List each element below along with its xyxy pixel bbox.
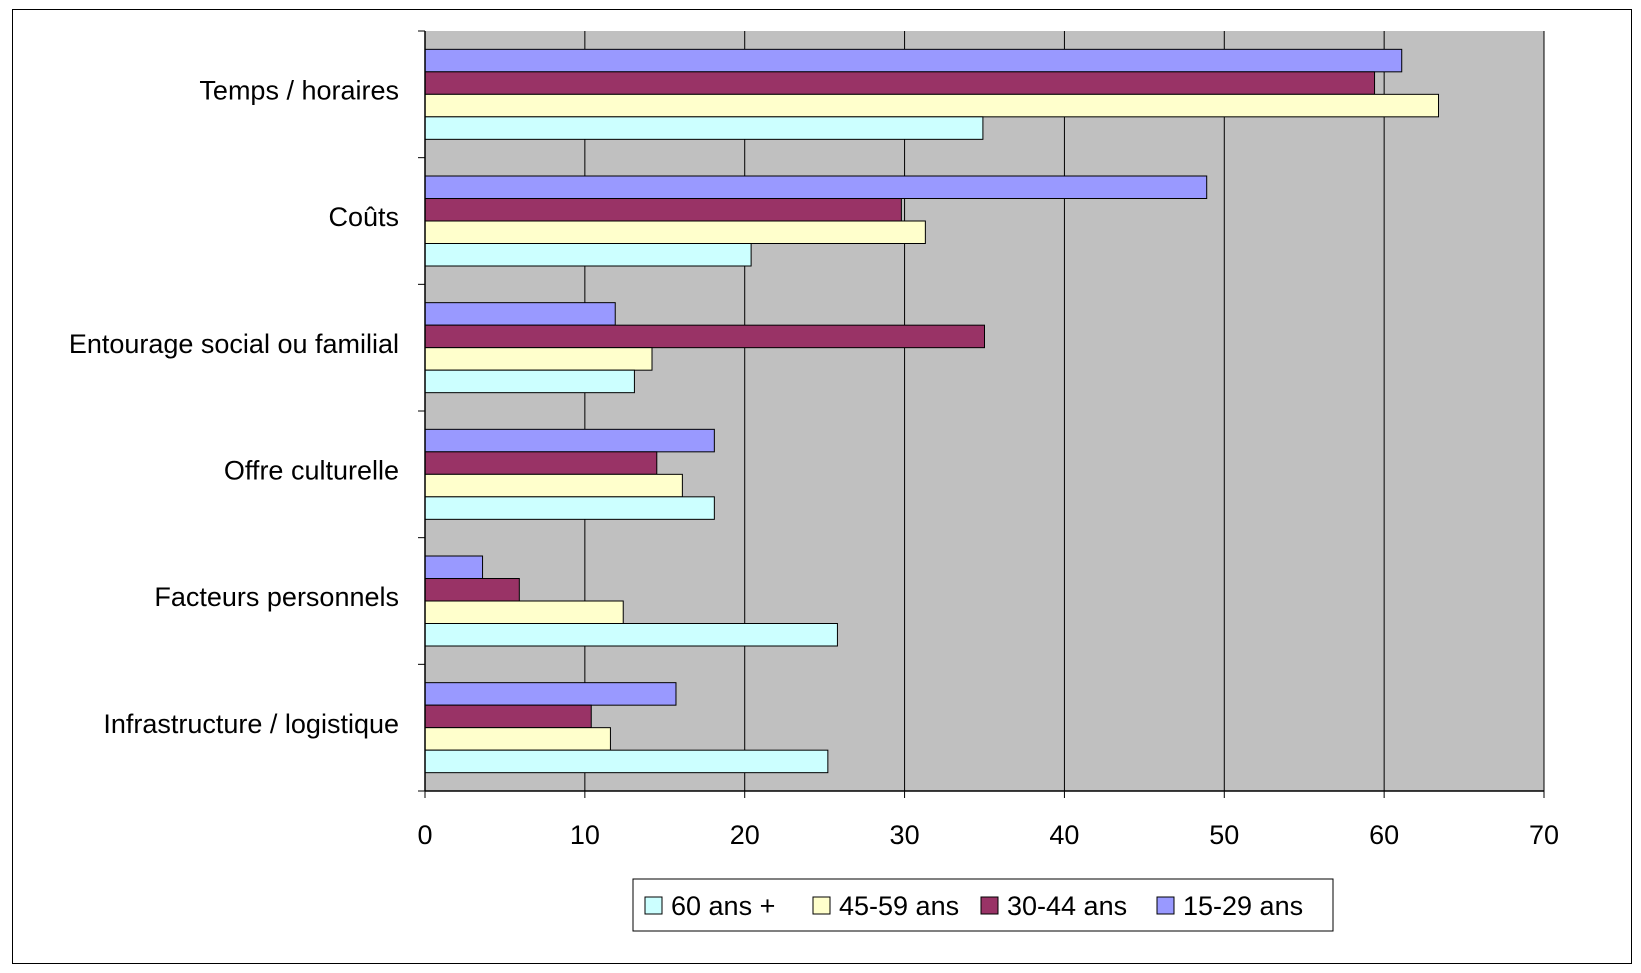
bar-chart: Temps / horaires Coûts Entourage social ou… <box>69 30 1559 932</box>
legend-label-60-ans: 60 ans + <box>671 891 775 921</box>
bar-infrastructure-logistique-15-29-ans <box>424 682 677 706</box>
category-labels: Temps / horaires Coûts Entourage social ou… <box>69 75 399 738</box>
legend-swatch-30-44-ans <box>980 896 999 915</box>
bar-entourage-social-ou-familial-60-ans <box>424 369 635 394</box>
bar-entourage-social-ou-familial-15-29-ans <box>424 302 616 326</box>
bar-temps-horaires-45-59-ans <box>424 93 1439 118</box>
category-label-entourage-social-ou-familial: Entourage social ou familial <box>69 329 399 359</box>
category-label-facteurs-personnels: Facteurs personnels <box>154 582 399 612</box>
legend-swatch-45-59-ans <box>812 896 831 915</box>
bar-offre-culturelle-45-59-ans <box>424 473 683 498</box>
x-tick-label-50: 50 <box>1209 820 1239 850</box>
bar-co-ts-60-ans <box>424 243 752 267</box>
bar-temps-horaires-30-44-ans <box>424 71 1376 95</box>
legend-label-30-44-ans: 30-44 ans <box>1007 891 1127 921</box>
bar-co-ts-45-59-ans <box>424 220 926 244</box>
bar-co-ts-30-44-ans <box>424 198 902 222</box>
bar-offre-culturelle-60-ans <box>424 496 715 520</box>
category-label-temps-horaires: Temps / horaires <box>199 75 399 105</box>
legend-swatch-15-29-ans <box>1156 896 1175 915</box>
legend-swatch-60-ans <box>644 896 663 915</box>
x-tick-label-0: 0 <box>417 820 432 850</box>
bars <box>424 48 1439 774</box>
x-tick-label-60: 60 <box>1369 820 1399 850</box>
bar-facteurs-personnels-60-ans <box>424 623 838 647</box>
bar-entourage-social-ou-familial-45-59-ans <box>424 347 653 371</box>
bar-facteurs-personnels-45-59-ans <box>424 600 624 624</box>
x-tick-label-10: 10 <box>570 820 600 850</box>
gridlines <box>584 31 1545 791</box>
bar-temps-horaires-60-ans <box>424 116 984 140</box>
tick-labels: 0 10 20 30 40 50 60 70 <box>417 820 1559 850</box>
x-tick-label-20: 20 <box>730 820 760 850</box>
x-tick-label-40: 40 <box>1049 820 1079 850</box>
bar-temps-horaires-15-29-ans <box>424 48 1403 73</box>
axes <box>418 30 1545 798</box>
category-label-co-ts: Coûts <box>328 202 399 232</box>
category-label-offre-culturelle: Offre culturelle <box>224 455 399 485</box>
bar-facteurs-personnels-15-29-ans <box>424 555 484 579</box>
bar-infrastructure-logistique-30-44-ans <box>424 704 592 729</box>
bar-offre-culturelle-30-44-ans <box>424 451 658 475</box>
bar-facteurs-personnels-30-44-ans <box>424 578 520 602</box>
bar-entourage-social-ou-familial-30-44-ans <box>424 324 985 349</box>
chart-frame: Temps / horaires Coûts Entourage social ou… <box>12 9 1632 964</box>
bar-co-ts-15-29-ans <box>424 175 1208 199</box>
bar-offre-culturelle-15-29-ans <box>424 428 715 453</box>
x-tick-label-30: 30 <box>890 820 920 850</box>
x-tick-label-70: 70 <box>1529 820 1559 850</box>
category-label-infrastructure-logistique: Infrastructure / logistique <box>103 709 399 739</box>
bar-infrastructure-logistique-60-ans <box>424 749 829 774</box>
plot-area <box>425 31 1544 791</box>
legend-label-45-59-ans: 45-59 ans <box>839 891 959 921</box>
bar-infrastructure-logistique-45-59-ans <box>424 727 611 751</box>
legend: 60 ans + 45-59 ans 30-44 ans 15-29 ans <box>632 878 1334 932</box>
legend-label-15-29-ans: 15-29 ans <box>1183 891 1303 921</box>
